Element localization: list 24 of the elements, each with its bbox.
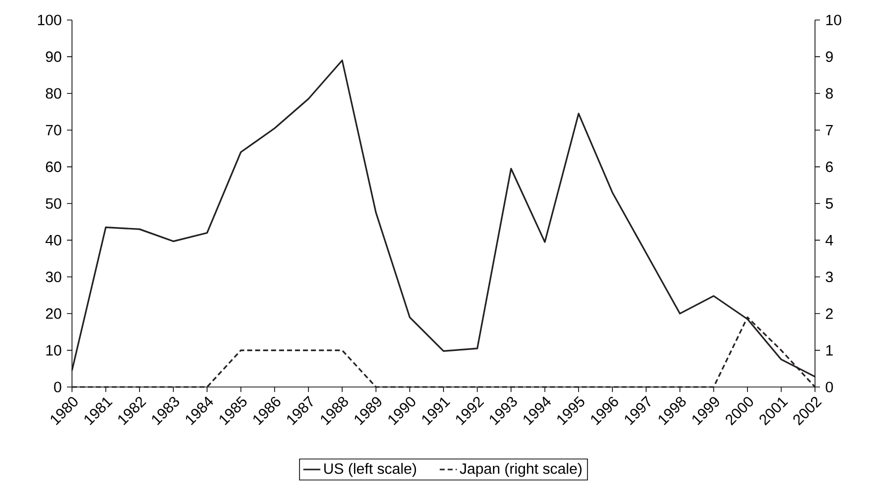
y-tick-label: 20 (46, 308, 62, 319)
y2-tick-label: 0 (826, 382, 833, 392)
y-tick-label: 90 (46, 51, 62, 62)
y-tick-label: 60 (46, 162, 62, 172)
y2-tick-label: 7 (826, 124, 833, 136)
y-tick-label: 50 (46, 198, 62, 209)
y-tick-label: 30 (46, 272, 62, 282)
y-tick-label: 70 (46, 124, 62, 136)
y2-tick-label: 9 (826, 51, 833, 62)
y-tick-label: 0 (54, 382, 62, 392)
y2-tick-label: 6 (826, 162, 833, 172)
y-tick-label: 80 (46, 88, 62, 99)
y2-tick-label: 4 (826, 235, 834, 246)
y2-tick-label: 10 (826, 14, 842, 26)
legend-label: US (left scale) (324, 462, 416, 477)
legend-label: Japan (right scale) (460, 462, 582, 477)
y2-tick-label: 3 (826, 272, 833, 282)
y2-tick-label: 8 (826, 88, 833, 99)
y-tick-label: 40 (46, 234, 62, 246)
y-tick-label: 100 (38, 14, 62, 26)
y2-tick-label: 1 (826, 345, 833, 356)
y-tick-label: 10 (46, 345, 62, 356)
y2-tick-label: 2 (826, 308, 833, 319)
y2-tick-label: 5 (826, 198, 833, 209)
